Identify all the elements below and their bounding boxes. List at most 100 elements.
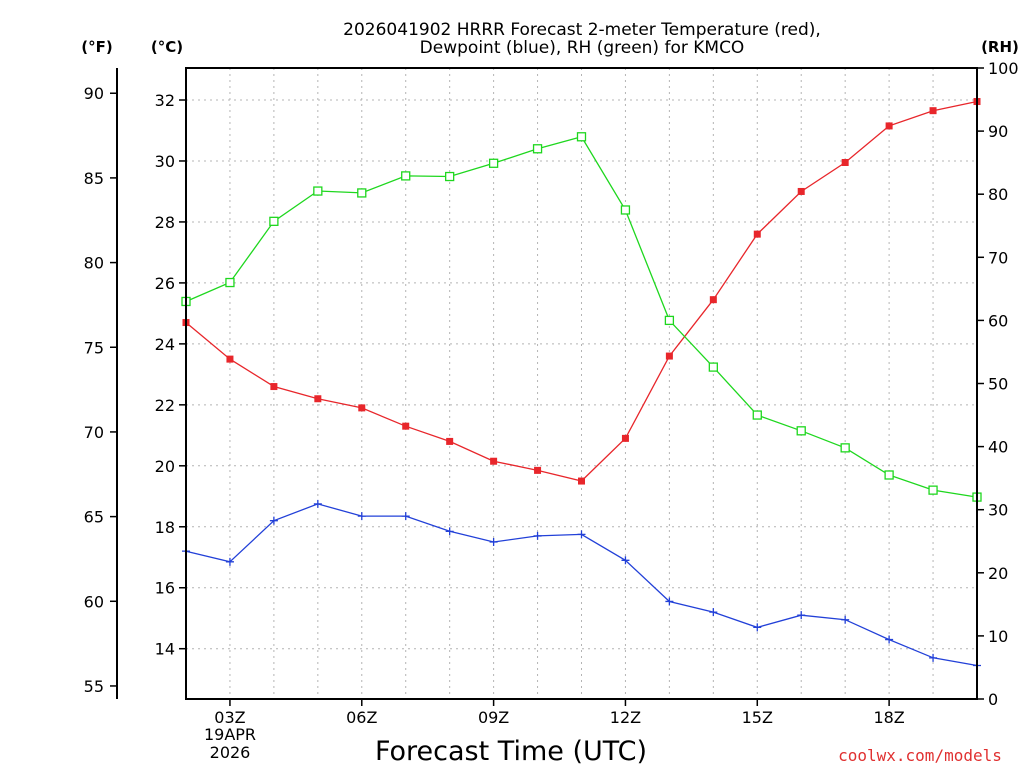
rh-unit-label: (RH) [981,38,1019,56]
x-tick-label: 03Z [214,708,245,727]
relative-humidity-point [488,158,499,168]
fahrenheit-tick-label: 75 [84,338,104,357]
rh-tick-label: 0 [988,690,998,709]
x-tick-label: 09Z [478,708,509,727]
celsius-tick-label: 26 [155,274,175,293]
plot-frame [185,67,978,700]
dewpoint-point [885,635,894,644]
temperature-point [446,437,454,445]
x-tick-label: 18Z [873,708,904,727]
rh-tick-label: 40 [988,438,1008,457]
relative-humidity-point [225,277,235,288]
rh-tick-label: 90 [988,122,1008,141]
dewpoint-point [489,538,498,547]
x-tick-label: 12Z [610,708,641,727]
dewpoint-point [313,499,322,508]
credit-label: coolwx.com/models [838,746,1002,765]
relative-humidity-line [185,136,978,498]
rh-tick-label: 50 [988,375,1008,394]
rh-tick-label: 30 [988,501,1008,520]
date-label-line-2: 2026 [210,743,251,762]
relative-humidity-point [664,315,675,326]
dewpoint-point [225,557,234,566]
temperature-point [929,107,937,115]
dewpoint-point [533,531,542,540]
temperature-point [358,404,366,412]
rh-tick-label: 20 [988,564,1008,583]
dewpoint-point [797,611,806,620]
celsius-tick-label: 18 [155,518,175,537]
temperature-point [534,466,542,474]
temperature-point [709,296,717,304]
dewpoint-point [445,527,454,536]
relative-humidity-point [313,186,323,196]
fahrenheit-tick-label: 60 [84,592,104,611]
dewpoint-point [753,623,762,632]
temperature-point [270,383,278,391]
celsius-unit-label: (°C) [151,38,183,56]
temperature-point [885,122,893,130]
rh-tick-label: 60 [988,311,1008,330]
relative-humidity-point [576,132,587,142]
relative-humidity-point [357,188,367,198]
temperature-point [797,187,805,195]
temperature-point [665,352,673,360]
rh-tick-label: 100 [988,59,1019,78]
dewpoint-point [401,512,410,521]
relative-humidity-point [401,171,411,181]
temperature-point [226,355,234,363]
dewpoint-point [621,556,630,565]
temperature-point [621,434,629,442]
relative-humidity-point [620,205,631,215]
temperature-point [490,457,498,465]
axis-layer: 03Z 06Z 09Z 12Z 15Z 18Z 14 16 18 20 22 24 26 28 30 32 55… [84,59,1019,727]
chart-title-line-2: Dewpoint (blue), RH (green) for KMCO [420,38,745,58]
relative-humidity-point [708,362,718,372]
fahrenheit-tick-label: 55 [84,677,104,696]
dewpoint-point [269,516,278,525]
celsius-tick-label: 16 [155,579,175,598]
dewpoint-point [577,530,586,539]
rh-tick-label: 70 [988,248,1008,267]
dewpoint-point [357,512,366,521]
celsius-tick-label: 28 [155,213,175,232]
fahrenheit-tick-label: 85 [84,169,104,188]
temperature-point [314,395,322,403]
dewpoint-point [665,597,674,606]
date-label-line-1: 19APR [204,725,256,744]
fahrenheit-tick-label: 65 [84,508,104,527]
celsius-tick-label: 22 [155,396,175,415]
celsius-tick-label: 30 [155,152,175,171]
dewpoint-point [841,615,850,624]
rh-tick-label: 80 [988,185,1008,204]
relative-humidity-point [532,144,543,154]
x-tick-label: 06Z [346,708,377,727]
temperature-point [578,477,585,485]
celsius-tick-label: 24 [155,335,175,354]
rh-tick-label: 10 [988,627,1008,646]
fahrenheit-tick-label: 90 [84,84,104,103]
grid-layer [185,68,978,699]
relative-humidity-point [840,443,850,453]
celsius-tick-label: 20 [155,457,175,476]
relative-humidity-point [269,216,279,226]
temperature-point [753,230,761,238]
relative-humidity-point [445,171,455,182]
fahrenheit-tick-label: 70 [84,423,104,442]
x-tick-label: 15Z [742,708,773,727]
celsius-tick-label: 14 [155,640,175,659]
x-axis-label: Forecast Time (UTC) [375,736,647,767]
dewpoint-point [929,653,938,662]
dewpoint-point [709,608,718,617]
relative-humidity-point [928,485,938,495]
fahrenheit-tick-label: 80 [84,254,104,273]
temperature-point [841,158,849,166]
relative-humidity-point [752,410,762,420]
relative-humidity-point [884,470,894,480]
temperature-point [402,422,410,430]
chart-title-line-1: 2026041902 HRRR Forecast 2-meter Tempera… [343,20,821,40]
relative-humidity-point [796,426,806,436]
celsius-tick-label: 32 [155,91,175,110]
